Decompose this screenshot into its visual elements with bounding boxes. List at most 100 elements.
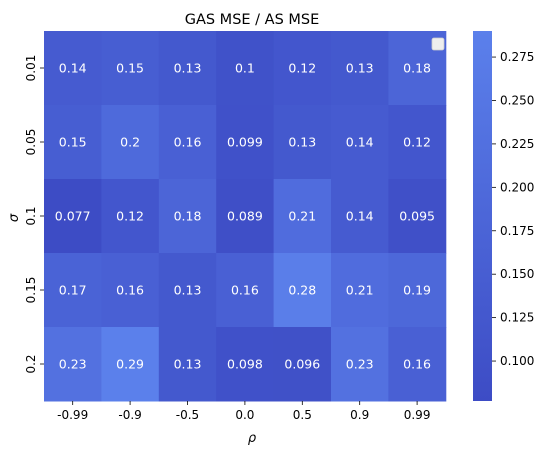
cell-label: 0.12 <box>288 61 316 76</box>
cell-label: 0.21 <box>346 283 374 298</box>
cell-label: 0.18 <box>174 209 202 224</box>
cell-label: 0.077 <box>55 209 91 224</box>
x-tick-label: -0.5 <box>176 408 199 422</box>
colorbar-tick-label: 0.100 <box>500 354 534 368</box>
y-axis-label: σ <box>7 213 22 222</box>
cell-label: 0.089 <box>227 209 263 224</box>
y-tick-label: 0.05 <box>24 129 38 156</box>
cell-label: 0.13 <box>174 61 202 76</box>
colorbar-tick-label: 0.250 <box>500 93 534 107</box>
heatmap-cell <box>216 253 275 328</box>
cell-label: 0.23 <box>346 357 374 372</box>
cell-label: 0.1 <box>235 61 255 76</box>
heatmap-cell <box>388 253 447 328</box>
cell-label: 0.18 <box>403 61 431 76</box>
heatmap-cell <box>158 327 217 402</box>
cell-label: 0.13 <box>174 283 202 298</box>
heatmap-cell <box>44 253 102 328</box>
cell-label: 0.14 <box>346 135 374 150</box>
y-tick-label: 0.01 <box>24 55 38 82</box>
x-axis: -0.99 -0.9 -0.5 0.0 0.5 0.9 0.99 <box>57 401 430 422</box>
y-tick-label: 0.1 <box>24 206 38 225</box>
heatmap-cell <box>101 31 160 106</box>
heatmap-cell <box>101 105 160 180</box>
cell-label: 0.095 <box>399 209 435 224</box>
heatmap-cells <box>44 31 447 402</box>
cell-label: 0.23 <box>59 357 87 372</box>
heatmap-cell <box>44 327 102 402</box>
heatmap-cell <box>158 179 217 254</box>
heatmap-cell <box>273 31 332 106</box>
x-tick-label: 0.5 <box>293 408 312 422</box>
heatmap-cell <box>101 253 160 328</box>
heatmap-cell <box>388 179 447 254</box>
colorbar-tick-label: 0.275 <box>500 50 534 64</box>
cell-label: 0.16 <box>231 283 259 298</box>
heatmap-cell <box>216 327 275 402</box>
colorbar-gradient <box>473 31 492 401</box>
heatmap-cell <box>216 179 275 254</box>
heatmap-cell <box>331 179 389 254</box>
x-tick-label: -0.9 <box>118 408 141 422</box>
chart-title: GAS MSE / AS MSE <box>185 12 320 28</box>
heatmap-cell <box>331 253 389 328</box>
cell-label: 0.21 <box>288 209 316 224</box>
y-axis: 0.01 0.05 0.1 0.15 0.2 <box>24 55 44 374</box>
cell-label: 0.15 <box>116 61 144 76</box>
heatmap-cell <box>158 253 217 328</box>
heatmap-cell <box>101 179 160 254</box>
colorbar-tick-label: 0.175 <box>500 224 534 238</box>
heatmap-cell <box>44 31 102 106</box>
x-tick-label: -0.99 <box>57 408 88 422</box>
heatmap-cell <box>273 253 332 328</box>
cell-label: 0.14 <box>346 209 374 224</box>
heatmap-cell <box>388 105 447 180</box>
cell-label: 0.13 <box>174 357 202 372</box>
cell-label: 0.16 <box>174 135 202 150</box>
cell-label: 0.19 <box>403 283 431 298</box>
cell-label: 0.13 <box>288 135 316 150</box>
cell-label: 0.14 <box>59 61 87 76</box>
heatmap-cell <box>216 105 275 180</box>
cell-label: 0.16 <box>116 283 144 298</box>
heatmap-cell <box>273 179 332 254</box>
colorbar-tick-label: 0.125 <box>500 311 534 325</box>
cell-label: 0.12 <box>403 135 431 150</box>
cell-label: 0.28 <box>288 283 316 298</box>
cell-label: 0.16 <box>403 357 431 372</box>
cell-label: 0.29 <box>116 357 144 372</box>
y-tick-label: 0.2 <box>24 354 38 373</box>
heatmap-cell <box>44 105 102 180</box>
heatmap-cell <box>158 31 217 106</box>
cell-label: 0.13 <box>346 61 374 76</box>
heatmap-cell <box>101 327 160 402</box>
heatmap-cell <box>44 179 102 254</box>
heatmap-cell <box>331 105 389 180</box>
cell-label: 0.098 <box>227 357 263 372</box>
cell-label: 0.15 <box>59 135 87 150</box>
legend-box <box>431 37 445 51</box>
y-tick-label: 0.15 <box>24 277 38 304</box>
heatmap-cell <box>388 327 447 402</box>
x-tick-label: 0.0 <box>235 408 254 422</box>
colorbar-tick-label: 0.150 <box>500 267 534 281</box>
cell-annotations: 0.14 0.15 0.13 0.1 0.12 0.13 0.18 0.15 0.2 0.16 0.… <box>55 61 435 372</box>
x-tick-label: 0.99 <box>404 408 431 422</box>
heatmap-cell <box>273 327 332 402</box>
heatmap-cell <box>331 327 389 402</box>
cell-label: 0.2 <box>120 135 140 150</box>
cell-label: 0.17 <box>59 283 87 298</box>
cell-label: 0.099 <box>227 135 263 150</box>
x-axis-label: ρ <box>248 431 257 446</box>
cell-label: 0.096 <box>284 357 320 372</box>
cell-label: 0.12 <box>116 209 144 224</box>
heatmap-cell <box>158 105 217 180</box>
heatmap-cell <box>216 31 275 106</box>
colorbar-tick-label: 0.225 <box>500 137 534 151</box>
heatmap-cell <box>331 31 389 106</box>
colorbar: 0.100 0.125 0.150 0.175 0.200 0.225 0.250 0.275 <box>473 31 534 401</box>
colorbar-tick-label: 0.200 <box>500 180 534 194</box>
heatmap-cell <box>273 105 332 180</box>
x-tick-label: 0.9 <box>350 408 369 422</box>
